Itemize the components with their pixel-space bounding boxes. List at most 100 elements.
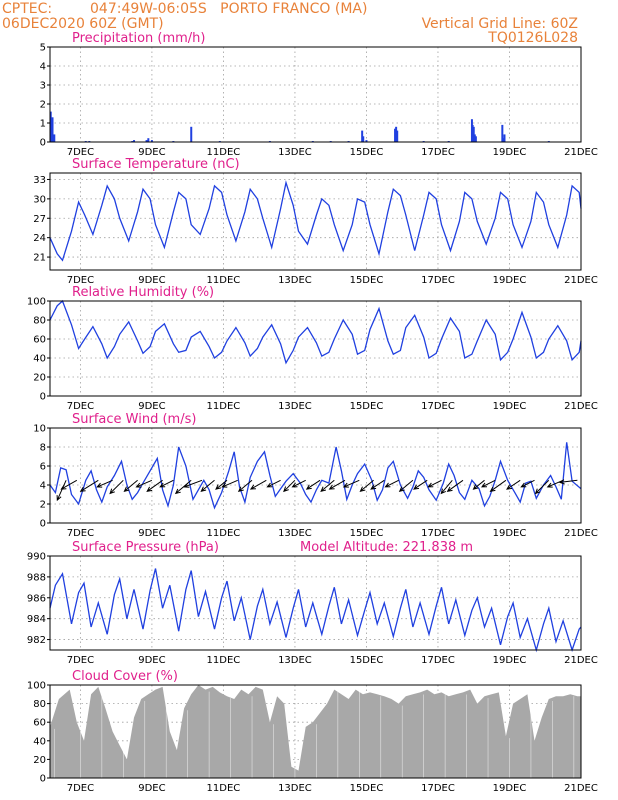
x-tick-label: 19DEC [493,147,527,158]
x-tick-label: 7DEC [67,401,94,412]
wind-vector-arrow [283,479,296,493]
x-tick-label: 15DEC [350,783,384,794]
y-tick-label: 33 [33,175,46,186]
x-tick-label: 7DEC [67,655,94,666]
precip-bar [501,124,504,142]
wind-vector-arrow [96,479,113,488]
x-tick-label: 15DEC [350,147,384,158]
cloud-title: Cloud Cover (%) [72,669,178,684]
x-tick-label: 21DEC [564,147,598,158]
x-tick-label: 9DEC [138,147,165,158]
wind-vector-arrow [60,479,78,490]
x-tick-label: 11DEC [207,401,241,412]
y-tick-label: 24 [33,233,46,244]
pressure-subtitle: Model Altitude: 221.838 m [300,540,473,555]
header-run-date: 06DEC2020 60Z (GMT) [2,16,164,32]
wind-frame [49,427,582,524]
x-tick-label: 7DEC [67,275,94,286]
header-source: CPTEC: [2,1,52,17]
wind-vector-arrow [489,479,507,492]
precip-title: Precipitation (mm/h) [72,31,205,46]
x-tick-label: 7DEC [67,147,94,158]
wind-vector-arrow [159,479,174,488]
y-tick-label: 4 [40,481,46,492]
x-tick-label: 11DEC [207,275,241,286]
x-tick-label: 19DEC [493,655,527,666]
precip-bar [474,136,477,142]
y-tick-label: 8 [40,443,46,454]
x-tick-label: 17DEC [421,401,455,412]
pressure-title: Surface Pressure (hPa) [72,540,219,555]
precip-bar [362,136,365,142]
wind-vector-arrow [135,479,153,488]
y-tick-label: 21 [33,253,46,264]
wind-vector-arrow [413,479,428,490]
x-tick-label: 13DEC [278,783,312,794]
wind-vector-arrow [328,479,346,490]
wind-vector-arrow [506,479,521,490]
x-tick-label: 17DEC [421,528,455,539]
precip-bar [133,140,136,142]
wind-vector-arrow [291,479,306,488]
x-tick-label: 19DEC [493,783,527,794]
y-tick-label: 988 [27,572,46,583]
precip-bar [190,126,193,142]
x-tick-label: 15DEC [350,275,384,286]
temp-series-line [49,180,582,262]
x-tick-label: 13DEC [278,655,312,666]
wind-vector-arrow [200,479,215,493]
x-tick-label: 17DEC [421,655,455,666]
wind-vector-arrow [215,479,228,490]
x-tick-label: 13DEC [278,275,312,286]
y-tick-label: 986 [27,593,46,604]
wind-vector-arrow [446,479,464,492]
wind-panel: 7DEC 9DEC 11DEC 13DEC 15DEC 17DEC 19DEC 21DEC 0 2… [33,412,598,539]
precip-bar [50,123,53,142]
pressure-series-line [49,568,582,653]
cloud-cover-area [50,685,581,778]
x-tick-label: 11DEC [207,147,241,158]
y-tick-label: 20 [33,373,46,384]
wind-title: Surface Wind (m/s) [72,412,196,427]
x-tick-label: 9DEC [138,528,165,539]
y-tick-label: 2 [40,100,46,111]
rh-frame [49,300,582,397]
wind-series-line [49,442,582,510]
wind-vector-arrow [146,479,163,492]
x-tick-label: 15DEC [350,528,384,539]
x-tick-label: 11DEC [207,528,241,539]
y-tick-label: 0 [40,774,46,785]
wind-vector-arrow [480,479,496,488]
wind-vector-arrow [79,479,99,492]
x-tick-label: 17DEC [421,147,455,158]
wind-vector-arrow [305,479,321,490]
y-tick-label: 100 [27,297,46,308]
wind-vector-arrow [440,479,453,495]
y-tick-label: 40 [33,736,46,747]
precip-bar [145,140,148,142]
precip-bar [53,134,56,142]
precip-bar [502,138,505,142]
rh-series-line [49,299,582,365]
wind-vector-arrow [183,479,203,488]
y-tick-label: 1 [40,119,46,130]
wind-vector-arrow [109,479,124,495]
x-tick-label: 9DEC [138,275,165,286]
x-tick-label: 9DEC [138,783,165,794]
precip-bar [473,134,476,142]
y-tick-label: 984 [27,614,46,625]
precip-bar [150,140,153,142]
y-tick-label: 6 [40,462,46,473]
y-tick-label: 982 [27,635,46,646]
rh-title: Relative Humidity (%) [72,285,214,300]
x-tick-label: 21DEC [564,655,598,666]
x-tick-label: 9DEC [138,655,165,666]
x-tick-label: 17DEC [421,275,455,286]
rh-panel: 7DEC 9DEC 11DEC 13DEC 15DEC 17DEC 19DEC 21DEC 0 2… [27,285,598,412]
wind-vector-arrow [56,480,67,502]
x-tick-label: 19DEC [493,401,527,412]
y-tick-label: 10 [33,424,46,435]
x-tick-label: 21DEC [564,528,598,539]
precip-frame [49,46,582,143]
y-tick-label: 60 [33,718,46,729]
